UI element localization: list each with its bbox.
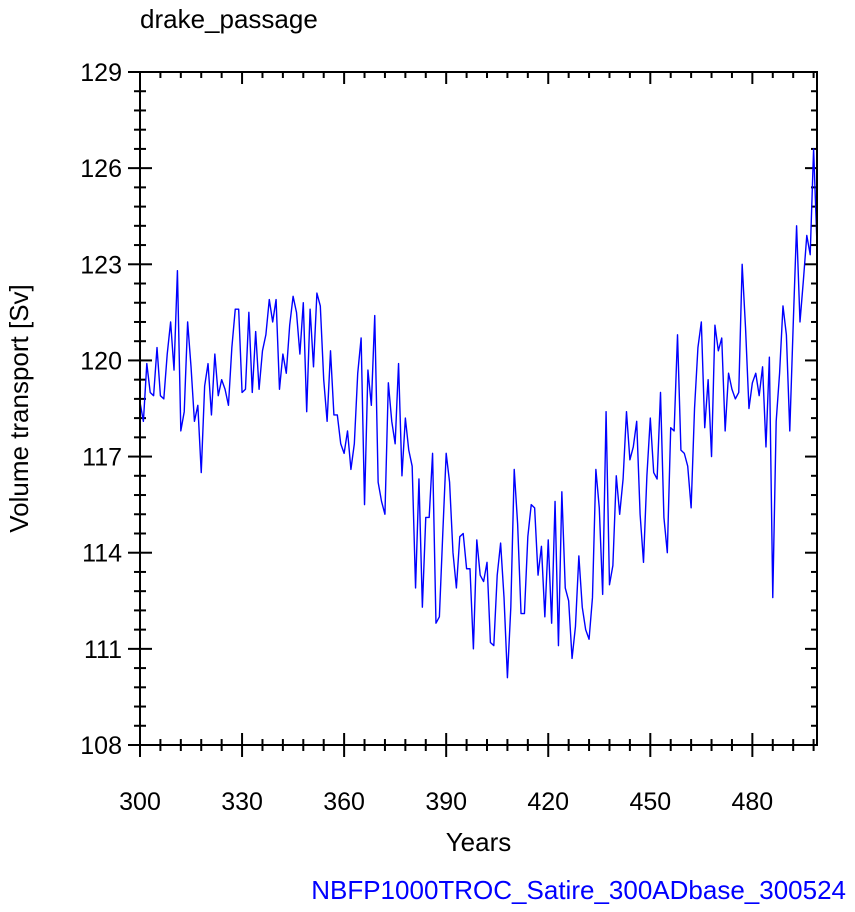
x-tick-label: 480: [732, 788, 774, 816]
series-layer: [139, 148, 818, 679]
footer-case-name: NBFP1000TROC_Satire_300ADbase_300524: [311, 875, 846, 905]
y-tick-label: 129: [80, 59, 122, 87]
y-axis-label: Volume transport [Sv]: [4, 284, 34, 533]
y-tick-label: 117: [82, 444, 122, 472]
x-tick-label: 390: [425, 788, 467, 816]
x-tick-label: 300: [119, 788, 161, 816]
x-tick-label: 360: [323, 788, 365, 816]
x-axis-label: Years: [446, 827, 512, 857]
axes: 300 330 360 390 420 450 480 108 111 114 117 120 123 1…: [80, 59, 817, 816]
plot-frame: [139, 71, 818, 746]
chart-title: drake_passage: [140, 4, 318, 34]
y-tick-label: 126: [80, 155, 122, 183]
y-tick-label: 114: [82, 540, 122, 568]
series-line: [139, 148, 818, 679]
x-tick-label: 420: [527, 788, 569, 816]
x-tick-label: 330: [221, 788, 263, 816]
y-tick-label: 111: [84, 636, 122, 664]
y-tick-label: 108: [80, 732, 122, 760]
x-tick-label: 450: [629, 788, 671, 816]
y-tick-label: 123: [80, 251, 122, 279]
y-tick-label: 120: [80, 347, 122, 375]
